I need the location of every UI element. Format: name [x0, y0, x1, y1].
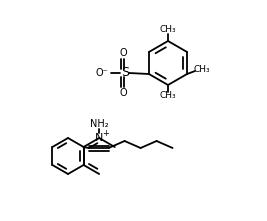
Text: O: O	[119, 88, 127, 98]
Text: N: N	[95, 133, 103, 143]
Text: NH₂: NH₂	[90, 119, 108, 129]
Text: O: O	[119, 48, 127, 58]
Text: CH₃: CH₃	[160, 91, 176, 101]
Text: CH₃: CH₃	[160, 25, 176, 34]
Text: S: S	[121, 67, 129, 80]
Text: CH₃: CH₃	[194, 65, 210, 74]
Text: O⁻: O⁻	[96, 68, 108, 78]
Text: +: +	[102, 130, 109, 139]
